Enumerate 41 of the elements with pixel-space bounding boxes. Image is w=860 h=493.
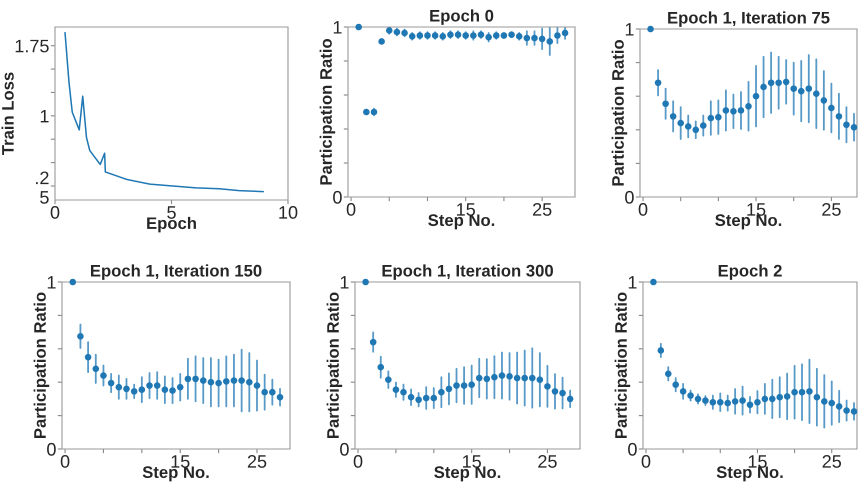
x-tick-label: 25 bbox=[822, 203, 841, 216]
y-tick-label: 0 bbox=[628, 442, 637, 456]
y-tick-label: 1 bbox=[626, 23, 634, 36]
chart-title: Epoch 1, Iteration 300 bbox=[382, 264, 553, 280]
x-tick-label: 25 bbox=[533, 203, 552, 216]
x-tick-label: 25 bbox=[538, 455, 557, 468]
x-tick-label: 0 bbox=[60, 455, 70, 468]
y-axis-title: Participation Ratio bbox=[34, 292, 50, 438]
chart-title: Epoch 1, Iteration 75 bbox=[668, 11, 830, 27]
y-tick-label: 1.75 bbox=[16, 40, 49, 52]
x-tick-label: 25 bbox=[822, 455, 842, 468]
y-axis-title: Participation Ratio bbox=[320, 39, 336, 184]
y-axis-title: Train Loss bbox=[2, 72, 14, 155]
y-tick-label: 1 bbox=[48, 276, 56, 289]
x-tick-label: 15 bbox=[457, 203, 475, 216]
y-tick-label: 1 bbox=[334, 21, 342, 34]
chart-title: Epoch 1, Iteration 150 bbox=[90, 264, 262, 280]
y-tick-label: 0 bbox=[47, 442, 56, 456]
x-axis-title: Epoch bbox=[147, 216, 196, 232]
x-tick-label: 15 bbox=[748, 455, 767, 468]
x-tick-label: 10 bbox=[279, 206, 298, 219]
x-tick-label: 5 bbox=[167, 206, 176, 219]
x-tick-label: 15 bbox=[172, 455, 190, 468]
y-tick-label: 0 bbox=[333, 190, 342, 204]
chart-title: Epoch 2 bbox=[718, 264, 782, 280]
x-tick-label: 0 bbox=[642, 455, 650, 468]
x-tick-label: 15 bbox=[747, 203, 766, 216]
y-tick-label: 1 bbox=[40, 110, 49, 122]
y-tick-label: .2 5 bbox=[36, 171, 49, 204]
x-tick-label: 0 bbox=[354, 455, 362, 468]
y-axis-title: Participation Ratio bbox=[326, 292, 342, 438]
y-tick-label: 0 bbox=[625, 190, 634, 204]
x-tick-label: 25 bbox=[248, 455, 266, 468]
x-tick-label: 15 bbox=[463, 455, 481, 468]
y-tick-label: 1 bbox=[628, 276, 637, 289]
x-tick-label: 0 bbox=[638, 203, 648, 216]
y-tick-label: 0 bbox=[340, 442, 349, 456]
y-axis-title: Participation Ratio bbox=[612, 40, 628, 186]
chart-title: Epoch 0 bbox=[430, 9, 494, 25]
y-axis-title: Participation Ratio bbox=[614, 292, 630, 438]
y-tick-label: 1 bbox=[340, 276, 349, 289]
